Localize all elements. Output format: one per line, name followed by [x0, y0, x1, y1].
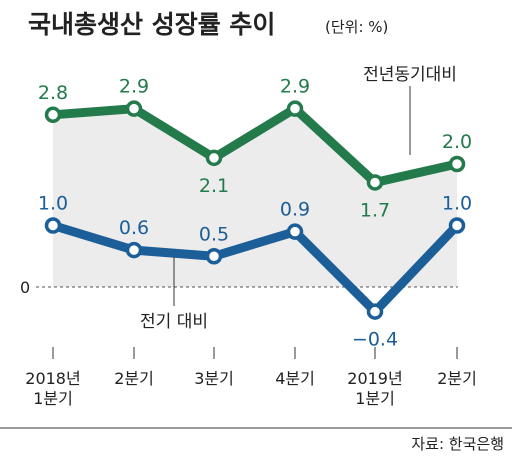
data-label: 2.8	[38, 82, 68, 104]
data-point	[286, 223, 304, 240]
data-point	[286, 100, 304, 117]
x-tick-label: 3분기	[194, 369, 234, 388]
data-label: 1.7	[360, 199, 390, 221]
x-tick-label: 2018년	[25, 369, 80, 388]
series-label-yoy: 전년동기대비	[363, 65, 457, 85]
data-point	[448, 217, 466, 234]
chart-title: 국내총생산 성장률 추이	[28, 10, 275, 39]
data-point	[205, 149, 223, 167]
data-label: 1.0	[38, 193, 68, 215]
series-label-qoq: 전기 대비	[140, 312, 208, 332]
x-tick-label: 1분기	[355, 389, 395, 408]
data-point	[366, 174, 384, 191]
series-line-2	[48, 221, 462, 317]
x-tick-label: 2019년	[347, 369, 402, 388]
data-point	[205, 248, 223, 265]
x-tick-label: 1분기	[33, 389, 73, 408]
unit-label: (단위: %)	[325, 18, 388, 36]
x-tick-label: 4분기	[275, 369, 315, 388]
x-tick-label: 2분기	[437, 369, 477, 388]
data-point	[125, 100, 143, 117]
data-label: 2.0	[442, 131, 472, 153]
zero-label: 0	[20, 278, 30, 297]
data-point	[44, 106, 62, 124]
source-note: 자료: 한국은행	[411, 435, 504, 453]
shaded-band	[53, 108, 457, 288]
data-label: 2.1	[199, 175, 229, 197]
data-label: 1.0	[442, 193, 472, 215]
data-label: 0.9	[280, 199, 310, 221]
data-point	[125, 241, 143, 259]
data-label: 2.9	[280, 76, 310, 98]
data-point	[44, 217, 62, 234]
data-point	[448, 155, 466, 173]
data-label: 2.9	[119, 76, 149, 98]
x-tick-label: 2분기	[114, 369, 154, 388]
data-point	[366, 303, 384, 320]
data-label: 0.5	[199, 223, 229, 245]
series-line-1	[48, 104, 462, 187]
data-label: −0.4	[352, 329, 398, 351]
data-label: 0.6	[119, 217, 149, 239]
